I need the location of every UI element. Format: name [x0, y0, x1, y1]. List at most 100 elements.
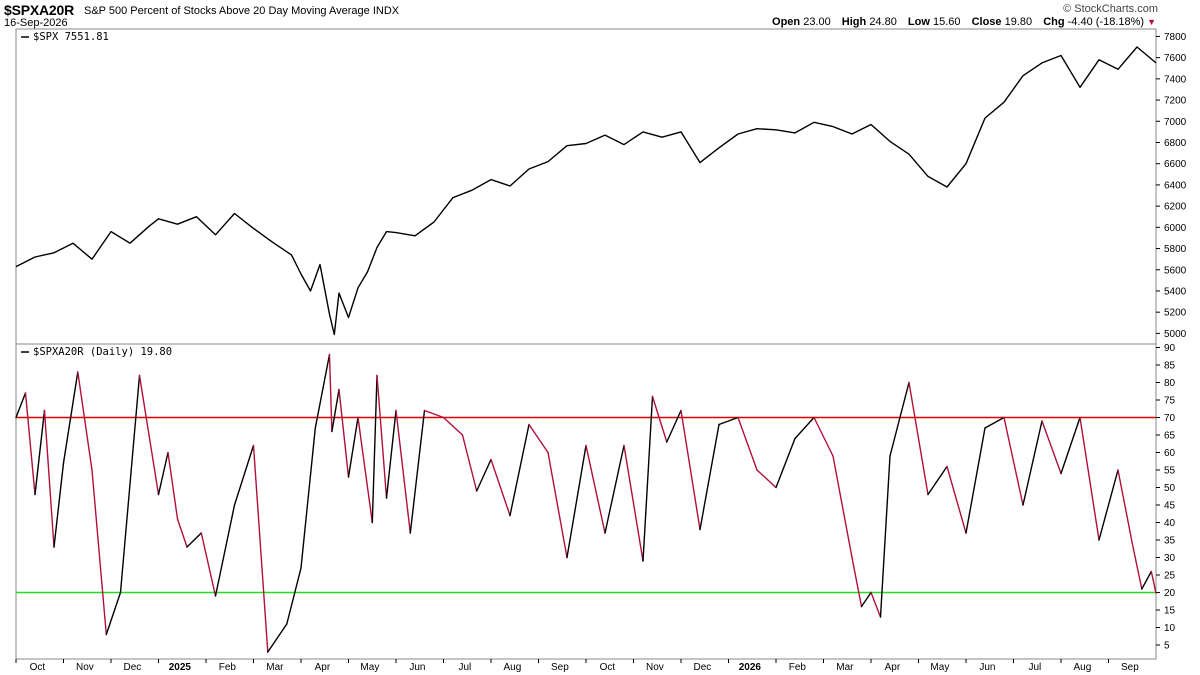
indicator-y-tick-label: 55 [1164, 466, 1176, 477]
down-triangle-icon: ▼ [1147, 17, 1156, 27]
chart-description: S&P 500 Percent of Stocks Above 20 Day M… [84, 5, 400, 17]
x-tick-label: Mar [836, 662, 854, 673]
x-tick-label: Jul [1028, 662, 1041, 673]
spxa20r-segment [604, 444, 625, 534]
spxa20r-segment [186, 532, 203, 548]
spxa20r-segment [509, 423, 530, 517]
price-y-tick-label: 6600 [1164, 159, 1187, 170]
price-y-tick-label: 7800 [1164, 32, 1187, 43]
x-tick-label: Jun [409, 662, 425, 673]
x-tick-label: Feb [789, 662, 807, 673]
price-y-tick-label: 5600 [1164, 265, 1187, 276]
indicator-y-tick-label: 85 [1164, 361, 1176, 372]
spxa20r-segment [267, 623, 288, 653]
indicator-y-axis: 5 10 15 20 25 30 35 40 45 50 55 60 65 70 75 80 85 90 [1156, 343, 1176, 652]
spxa20r-segment [476, 458, 492, 492]
x-tick-label: Sep [1121, 662, 1139, 673]
brand-link[interactable]: © StockCharts.com [1063, 3, 1158, 15]
spxa20r-segment [34, 409, 46, 496]
spxa20r-segment [286, 567, 302, 625]
indicator-y-tick-label: 60 [1164, 448, 1176, 459]
price-y-tick-label: 5400 [1164, 286, 1187, 297]
spxa20r-segment [889, 381, 910, 457]
change-label: Chg [1043, 16, 1065, 28]
spxa20r-segment [680, 409, 701, 531]
spxa20r-segment [43, 409, 55, 548]
x-tick-label: Feb [219, 662, 237, 673]
spxa20r-segment [1079, 416, 1100, 541]
x-tick-label: Jun [979, 662, 995, 673]
spxa20r-segment [927, 465, 948, 496]
spxa20r-segment [357, 416, 373, 524]
x-tick-label: Aug [1073, 662, 1091, 673]
price-y-tick-label: 7400 [1164, 74, 1187, 85]
spxa20r-segment [1117, 469, 1134, 545]
spxa20r-segment [200, 532, 217, 597]
spxa20r-segment [870, 591, 882, 618]
spxa20r-segment [328, 353, 333, 433]
price-y-tick-label: 6200 [1164, 202, 1187, 213]
spxa20r-segment [666, 409, 682, 443]
x-tick-label: 2025 [169, 662, 192, 673]
chart-symbol: $SPXA20R [4, 2, 74, 18]
x-tick-label: Nov [646, 662, 664, 673]
x-axis: Oct Nov Dec 2025 Feb Mar Apr May Jun Jul Aug Sep Oct… [15, 659, 1139, 673]
x-tick-label: Nov [76, 662, 94, 673]
spx-series [15, 46, 1157, 336]
high-value: 24.80 [869, 16, 897, 28]
spxa20r-segment [1131, 542, 1143, 590]
indicator-y-tick-label: 15 [1164, 606, 1176, 617]
indicator-pane [15, 343, 1157, 660]
spxa20r-segment [167, 451, 179, 520]
price-y-tick-label: 6800 [1164, 138, 1187, 149]
price-y-tick-label: 6000 [1164, 223, 1187, 234]
indicator-y-tick-label: 20 [1164, 588, 1176, 599]
indicator-y-tick-label: 25 [1164, 571, 1176, 582]
open-value: 23.00 [803, 16, 831, 28]
indicator-legend-label: $SPXA20R (Daily) 19.80 [33, 346, 172, 358]
spxa20r-segment [176, 518, 188, 548]
x-tick-label: Dec [693, 662, 711, 673]
spxa20r-segment [860, 591, 872, 608]
spxa20r-segment [528, 423, 549, 454]
price-y-tick-label: 6400 [1164, 180, 1187, 191]
x-tick-label: 2026 [739, 662, 762, 673]
chart-date: 16-Sep-2026 [4, 17, 68, 29]
price-y-tick-label: 7600 [1164, 53, 1187, 64]
spxa20r-segment [737, 416, 758, 471]
spxa20r-segment [651, 395, 668, 443]
x-tick-label: May [360, 662, 379, 673]
spxa20r-segment [119, 374, 141, 594]
price-y-axis: 5000 5200 5400 5600 5800 6000 6200 6400 6600 6800… [1156, 32, 1187, 340]
indicator-legend: $SPXA20R (Daily) 19.80 [21, 346, 172, 358]
spxa20r-series [15, 353, 1157, 653]
spxa20r-segment [461, 434, 478, 492]
spxa20r-segment [718, 416, 739, 426]
spxa20r-segment [813, 416, 834, 457]
indicator-y-tick-label: 90 [1164, 343, 1176, 354]
spxa20r-segment [490, 458, 511, 517]
spxa20r-segment [53, 462, 65, 548]
price-pane [15, 28, 1157, 345]
spxa20r-segment [442, 416, 464, 436]
spxa20r-segment [423, 409, 445, 419]
spxa20r-segment [77, 371, 93, 471]
spxa20r-segment [338, 388, 350, 478]
price-y-tick-label: 5000 [1164, 329, 1187, 340]
spxa20r-segment [566, 444, 587, 559]
spxa20r-segment [24, 392, 36, 496]
close-label: Close [971, 16, 1002, 28]
spxa20r-segment [105, 591, 122, 636]
x-tick-label: Aug [503, 662, 521, 673]
spxa20r-segment [138, 374, 160, 496]
open-label: Open [772, 16, 801, 28]
price-y-tick-label: 5200 [1164, 308, 1187, 319]
x-tick-label: Apr [315, 662, 331, 673]
spxa20r-segment [1041, 420, 1062, 475]
spxa20r-segment [585, 444, 606, 534]
low-label: Low [907, 16, 930, 28]
spxa20r-segment [775, 437, 796, 489]
x-tick-label: Dec [123, 662, 141, 673]
indicator-y-tick-label: 30 [1164, 553, 1176, 564]
